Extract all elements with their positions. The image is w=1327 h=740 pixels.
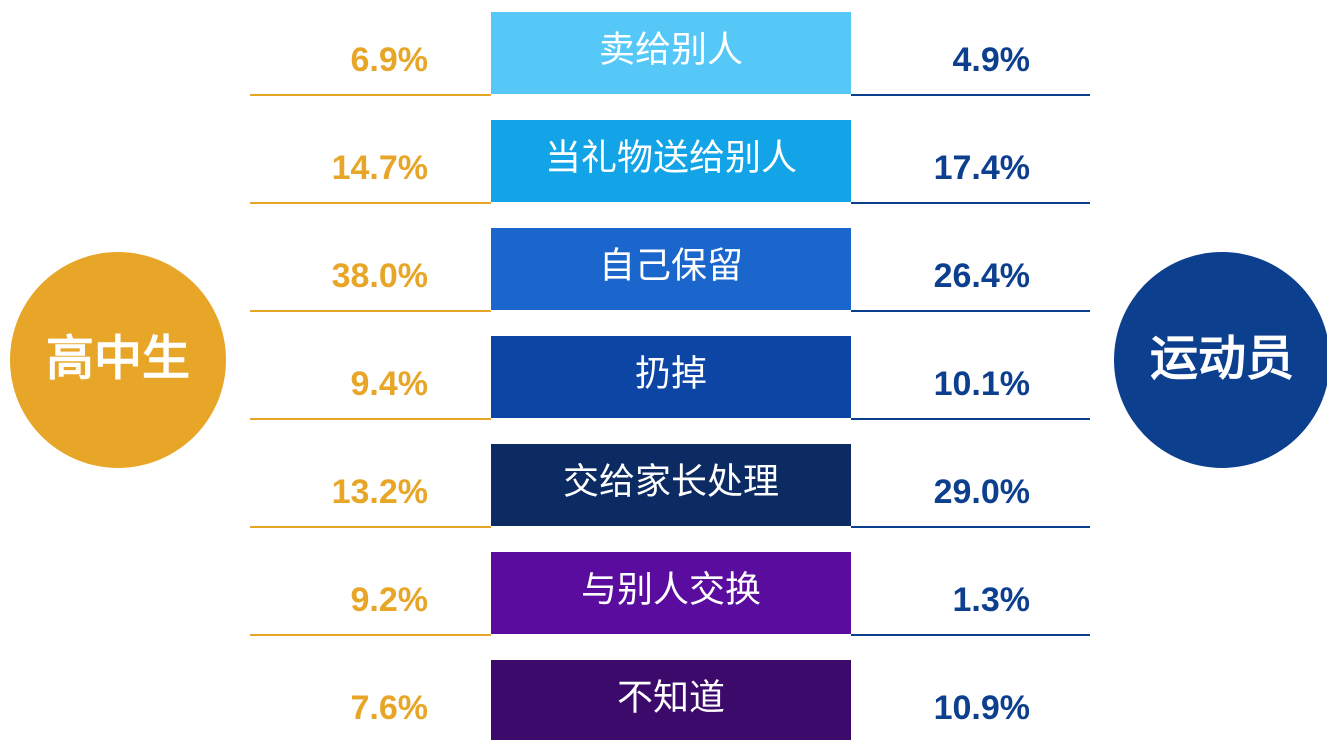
- row-label: 不知道: [617, 677, 725, 718]
- row-label: 交给家长处理: [563, 461, 779, 502]
- right-percent: 1.3%: [953, 581, 1031, 619]
- label-box: [491, 120, 851, 202]
- label-box: [491, 444, 851, 526]
- row-label: 自己保留: [599, 245, 743, 286]
- label-box: [491, 660, 851, 740]
- label-box: [491, 12, 851, 94]
- right-percent: 4.9%: [953, 41, 1031, 79]
- left-percent: 14.7%: [332, 149, 428, 187]
- row-label: 扔掉: [635, 353, 707, 394]
- right-percent: 17.4%: [934, 149, 1030, 187]
- left-percent: 9.2%: [351, 581, 429, 619]
- left-group-circle: [10, 252, 226, 468]
- right-percent: 10.1%: [934, 365, 1030, 403]
- row-label: 当礼物送给别人: [545, 137, 797, 178]
- right-group-label: 运动员: [1150, 333, 1294, 386]
- right-percent: 29.0%: [934, 473, 1030, 511]
- right-group-circle: [1114, 252, 1327, 468]
- label-box: [491, 336, 851, 418]
- right-percent: 10.9%: [934, 689, 1030, 727]
- label-box: [491, 552, 851, 634]
- row-label: 与别人交换: [581, 569, 761, 610]
- left-percent: 7.6%: [351, 689, 429, 727]
- left-percent: 9.4%: [351, 365, 429, 403]
- label-box: [491, 228, 851, 310]
- left-percent: 38.0%: [332, 257, 428, 295]
- left-percent: 13.2%: [332, 473, 428, 511]
- left-percent: 6.9%: [351, 41, 429, 79]
- left-group-label: 高中生: [46, 333, 190, 386]
- row-label: 卖给别人: [599, 29, 743, 70]
- right-percent: 26.4%: [934, 257, 1030, 295]
